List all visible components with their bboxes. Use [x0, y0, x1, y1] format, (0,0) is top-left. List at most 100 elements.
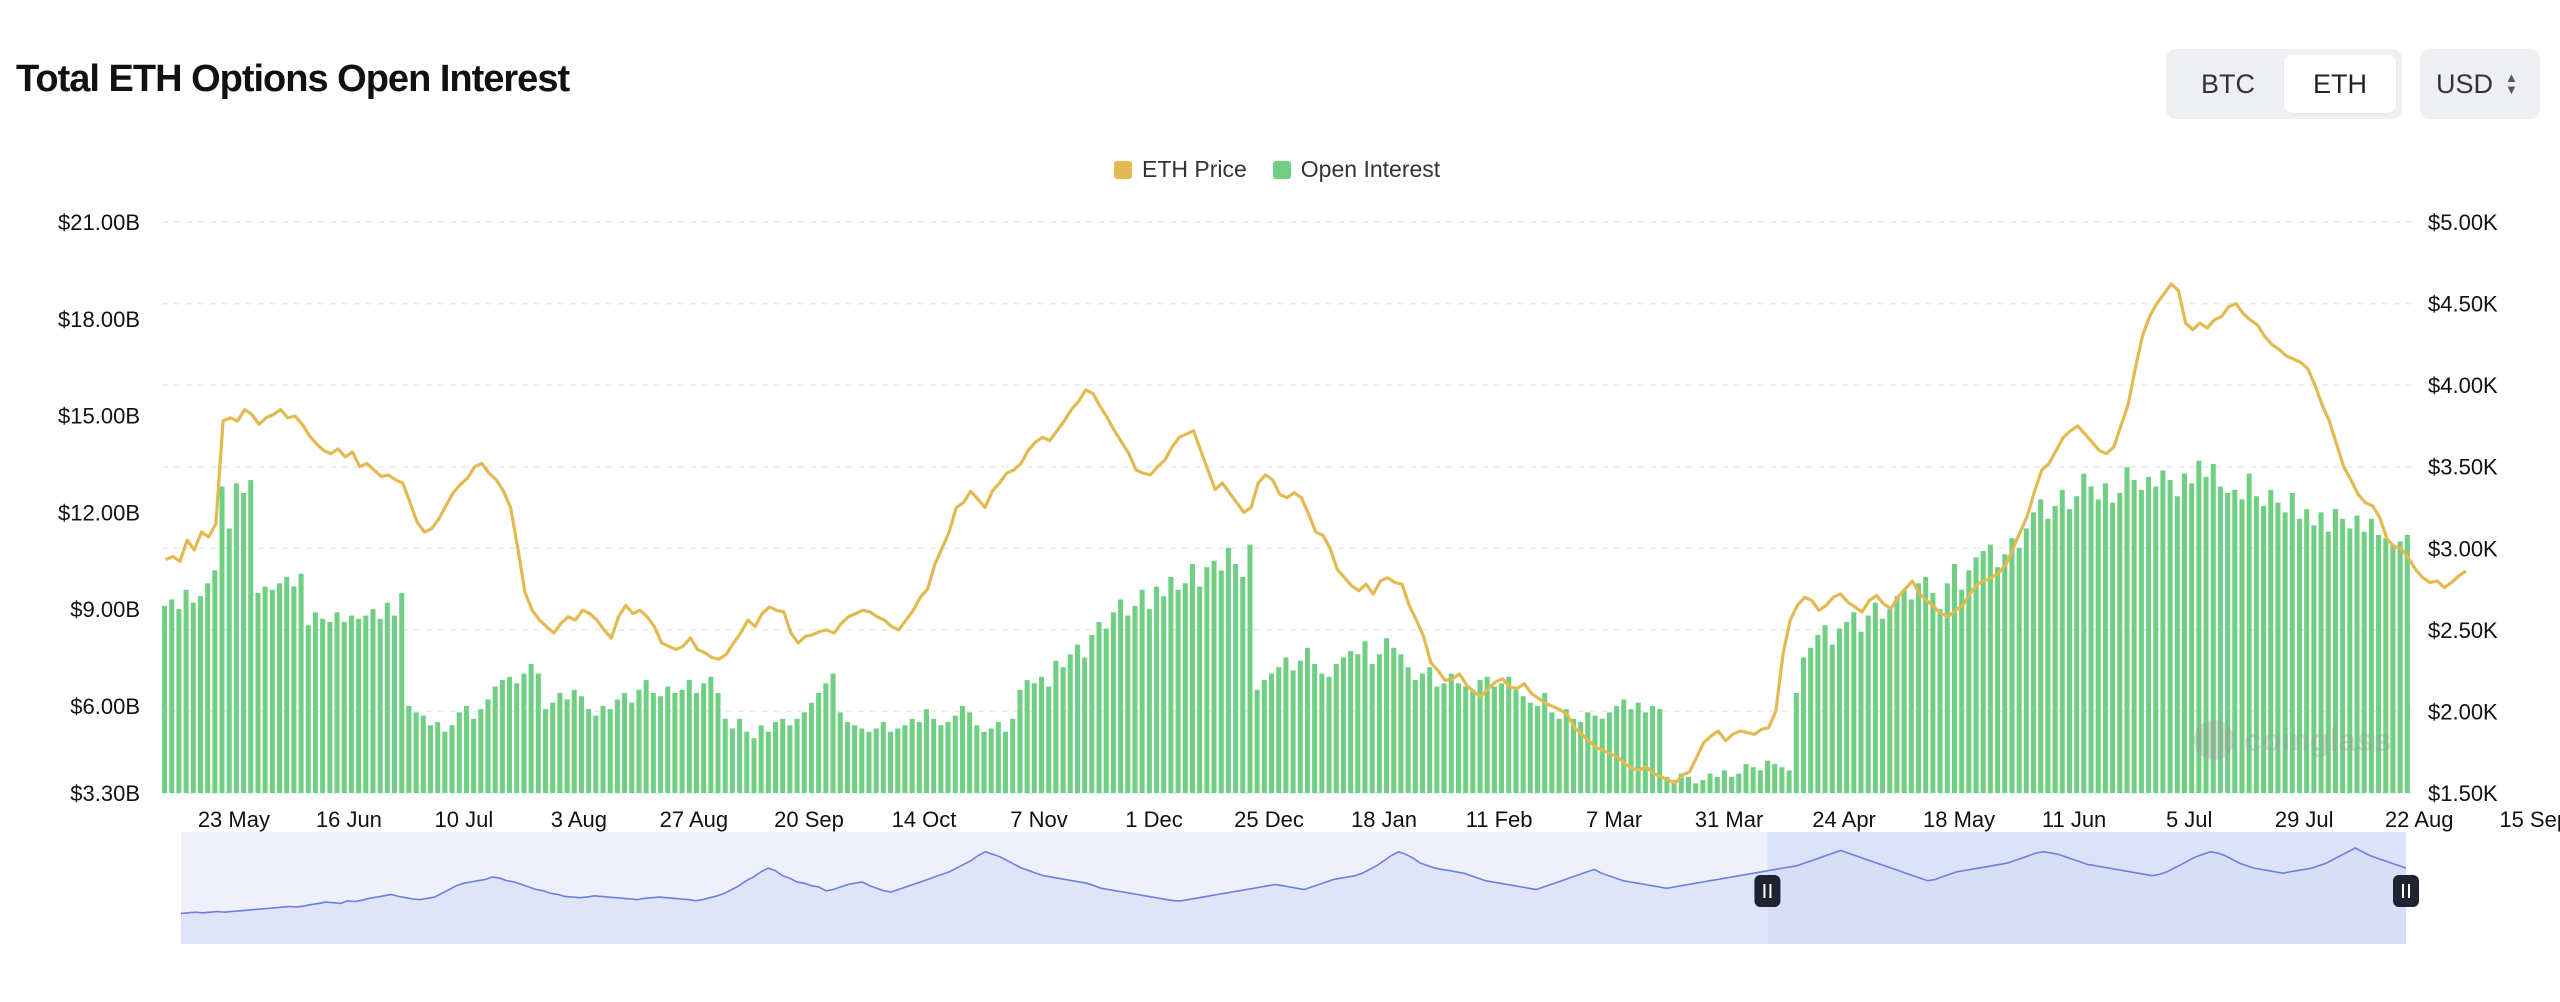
open-interest-bar — [1714, 776, 1720, 793]
open-interest-bar — [758, 725, 764, 793]
open-interest-bar — [974, 725, 980, 793]
open-interest-bar — [2110, 502, 2116, 793]
open-interest-bar — [1434, 686, 1440, 793]
open-interest-bar — [2131, 480, 2137, 793]
open-interest-bar — [1844, 622, 1850, 793]
open-interest-bar — [1082, 657, 1088, 793]
open-interest-bar — [967, 712, 973, 793]
open-interest-bar — [952, 715, 958, 793]
x-axis-tick-label: 10 Jul — [435, 807, 494, 832]
eth-price-line — [164, 282, 2467, 785]
open-interest-bar — [291, 586, 297, 793]
open-interest-bar — [2153, 486, 2159, 793]
open-interest-bar — [2203, 476, 2209, 793]
open-interest-bar — [2038, 499, 2044, 793]
open-interest-bar — [931, 718, 937, 793]
open-interest-bar — [715, 692, 721, 793]
open-interest-bar — [507, 676, 513, 793]
open-interest-bar — [2347, 528, 2353, 793]
open-interest-bar — [701, 683, 707, 793]
open-interest-bar — [2289, 492, 2295, 793]
open-interest-bar — [420, 715, 426, 793]
open-interest-bar — [1312, 663, 1318, 793]
open-interest-bar — [816, 692, 822, 793]
open-interest-bar — [2095, 499, 2101, 793]
btc-tab[interactable]: BTC — [2201, 68, 2255, 99]
open-interest-bar — [593, 715, 599, 793]
open-interest-bar — [1959, 589, 1965, 793]
open-interest-bar — [1535, 705, 1541, 793]
open-interest-bar — [2325, 531, 2331, 793]
open-interest-bar — [1154, 586, 1160, 793]
open-interest-bar — [2404, 534, 2410, 793]
open-interest-bar — [808, 702, 814, 793]
x-axis-tick-label: 23 May — [198, 807, 270, 832]
open-interest-bar — [643, 680, 649, 793]
open-interest-bar — [1786, 770, 1792, 793]
open-interest-bar — [1053, 660, 1059, 793]
open-interest-bar — [1448, 673, 1454, 793]
open-interest-bar — [1800, 657, 1807, 793]
open-interest-bar — [1628, 709, 1634, 793]
open-interest-bar — [1024, 680, 1030, 793]
open-interest-bar — [1614, 705, 1620, 793]
open-interest-bar — [2275, 502, 2281, 793]
open-interest-bar — [2066, 509, 2072, 793]
open-interest-bar — [442, 731, 448, 793]
open-interest-bar — [348, 615, 354, 793]
open-interest-bars — [162, 460, 2410, 793]
open-interest-bar — [1340, 657, 1346, 793]
x-axis-tick-label: 3 Aug — [551, 807, 607, 832]
open-interest-bar — [1412, 680, 1418, 793]
left-axis-tick-label: $21.00B — [58, 210, 140, 235]
currency-select[interactable]: USD ▲ ▼ — [2420, 49, 2540, 119]
open-interest-bar — [370, 609, 376, 793]
open-interest-bar — [435, 722, 441, 793]
open-interest-bar — [852, 725, 858, 793]
handle-grip — [2393, 875, 2419, 907]
legend-item-eth-price[interactable]: ETH Price — [1114, 156, 1247, 183]
open-interest-bar — [1017, 689, 1023, 793]
open-interest-bar — [2332, 509, 2338, 793]
open-interest-bar — [320, 618, 326, 793]
open-interest-bar — [1269, 673, 1275, 793]
open-interest-bar — [1225, 547, 1231, 793]
open-interest-bar — [1880, 618, 1886, 793]
open-interest-bar — [2002, 554, 2008, 793]
open-interest-bar — [1973, 557, 1979, 793]
open-interest-bar — [2246, 473, 2252, 793]
open-interest-bar — [1872, 602, 1878, 793]
open-interest-bar — [909, 718, 915, 793]
open-interest-bar — [693, 692, 699, 793]
open-interest-bar — [1980, 551, 1986, 793]
left-axis-tick-label: $15.00B — [58, 404, 140, 429]
open-interest-bar — [169, 599, 175, 793]
open-interest-bar — [1894, 596, 1900, 793]
left-axis-tick-label: $12.00B — [58, 500, 140, 525]
range-end-handle[interactable] — [2393, 875, 2419, 907]
open-interest-bar — [1419, 673, 1426, 793]
range-start-handle[interactable] — [1754, 875, 1781, 907]
open-interest-bar — [1836, 628, 1842, 793]
open-interest-bar — [1010, 718, 1016, 793]
open-interest-bar — [1736, 773, 1742, 793]
open-interest-bar — [1966, 570, 1972, 793]
eth-tab[interactable]: ETH — [2284, 55, 2396, 113]
open-interest-bar — [2261, 505, 2267, 793]
open-interest-bar — [2390, 544, 2396, 793]
open-interest-bar — [1247, 544, 1253, 793]
open-interest-bar — [248, 480, 254, 793]
open-interest-bar — [327, 622, 333, 793]
open-interest-bar — [1779, 767, 1785, 793]
open-interest-bar — [2376, 534, 2382, 793]
open-interest-bar — [1743, 763, 1749, 793]
open-interest-bar — [2354, 515, 2360, 793]
open-interest-bar — [2045, 518, 2051, 793]
legend-item-open-interest[interactable]: Open Interest — [1272, 156, 1440, 183]
open-interest-bar — [1161, 596, 1167, 793]
open-interest-bar — [679, 689, 685, 793]
x-axis-tick-label: 1 Dec — [1125, 807, 1182, 832]
open-interest-bar — [1772, 763, 1778, 793]
open-interest-bar — [521, 673, 527, 793]
handle-grip — [1754, 875, 1781, 907]
